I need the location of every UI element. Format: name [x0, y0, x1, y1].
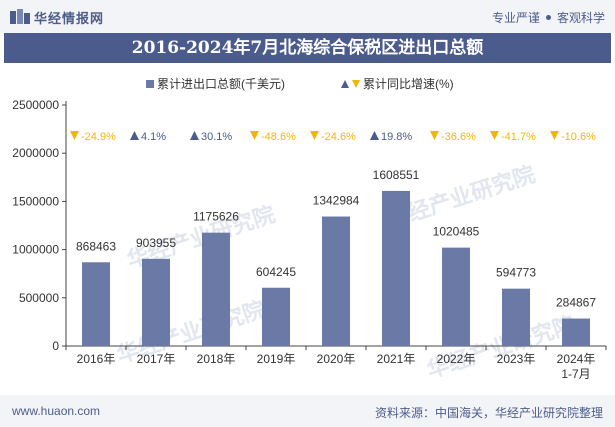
bar-value-label: 594773	[496, 266, 536, 280]
y-tick-label: 2000000	[12, 146, 59, 160]
bar	[82, 262, 110, 346]
x-tick-label: 2021年	[377, 352, 416, 366]
growth-up-triangle-icon	[130, 131, 139, 140]
x-tick-label: 2019年	[257, 352, 296, 366]
x-tick-label: 2018年	[197, 352, 236, 366]
y-tick-label: 1500000	[12, 194, 59, 208]
x-tick-label: 2023年	[497, 352, 536, 366]
bar-value-label: 1175626	[193, 210, 239, 224]
growth-rate-label: 30.1%	[201, 131, 232, 143]
growth-rate-label: 19.8%	[381, 131, 412, 143]
legend-bar-swatch	[146, 80, 154, 88]
legend-growth-label: 累计同比增速(%)	[363, 77, 454, 91]
bar-value-label: 604245	[256, 265, 296, 279]
bar	[322, 216, 350, 346]
website-link[interactable]: www.huaon.com	[12, 404, 101, 418]
bar-value-label: 1342984	[313, 194, 360, 208]
bar	[142, 258, 170, 346]
bar	[502, 288, 530, 346]
growth-rate-label: 4.1%	[141, 131, 166, 143]
growth-rate-label: -41.7%	[501, 131, 536, 143]
x-tick-label: 1-7月	[561, 367, 590, 381]
chart-title: 2016-2024年7月北海综合保税区进出口总额	[4, 33, 611, 63]
growth-rate-label: -24.9%	[81, 131, 116, 143]
y-tick-label: 500000	[19, 291, 59, 305]
growth-down-triangle-icon	[490, 131, 499, 140]
bar	[202, 232, 230, 346]
bar	[562, 318, 590, 346]
footer-bar: www.huaon.com 资料来源：中国海关，华经产业研究院整理	[0, 395, 615, 427]
y-tick-label: 0	[52, 339, 59, 353]
legend-bar-label: 累计进出口总额(千美元)	[157, 77, 285, 91]
legend-up-triangle-icon	[341, 80, 349, 88]
x-tick-label: 2020年	[317, 352, 356, 366]
growth-down-triangle-icon	[70, 131, 79, 140]
growth-rate-label: -36.6%	[441, 131, 476, 143]
bar-value-label: 1608551	[373, 168, 420, 182]
top-header-bar: 华经情报网 专业严谨 客观科学	[0, 0, 615, 33]
huajing-logo-icon	[10, 9, 30, 24]
growth-down-triangle-icon	[310, 131, 319, 140]
growth-down-triangle-icon	[550, 131, 559, 140]
growth-down-triangle-icon	[250, 131, 259, 140]
x-tick-label: 2016年	[77, 352, 116, 366]
y-tick-label: 1000000	[12, 243, 59, 257]
x-tick-label: 2024年	[557, 352, 596, 366]
tagline-right: 客观科学	[556, 11, 605, 25]
bar	[262, 287, 290, 346]
y-tick-label: 2500000	[12, 98, 59, 112]
legend-down-triangle-icon	[352, 80, 360, 88]
bar	[382, 190, 410, 346]
brand-name: 华经情报网	[34, 11, 105, 26]
growth-rate-label: -10.6%	[561, 131, 596, 143]
bar-value-label: 1020485	[433, 225, 480, 239]
growth-up-triangle-icon	[370, 131, 379, 140]
bar-value-label: 868463	[76, 239, 116, 253]
growth-up-triangle-icon	[190, 131, 199, 140]
tagline: 专业严谨 客观科学	[492, 9, 605, 26]
growth-down-triangle-icon	[430, 131, 439, 140]
x-tick-label: 2017年	[137, 352, 176, 366]
x-tick-label: 2022年	[437, 352, 476, 366]
growth-rate-label: -48.6%	[261, 131, 296, 143]
bar-value-label: 903955	[136, 236, 176, 250]
bullet-dot-icon	[545, 15, 551, 21]
growth-rate-label: -24.6%	[321, 131, 356, 143]
bar	[442, 247, 470, 346]
bar-value-label: 284867	[556, 296, 596, 310]
brand-logo[interactable]: 华经情报网	[10, 8, 104, 27]
data-source: 资料来源：中国海关，华经产业研究院整理	[374, 406, 603, 420]
tagline-left: 专业严谨	[491, 11, 540, 25]
